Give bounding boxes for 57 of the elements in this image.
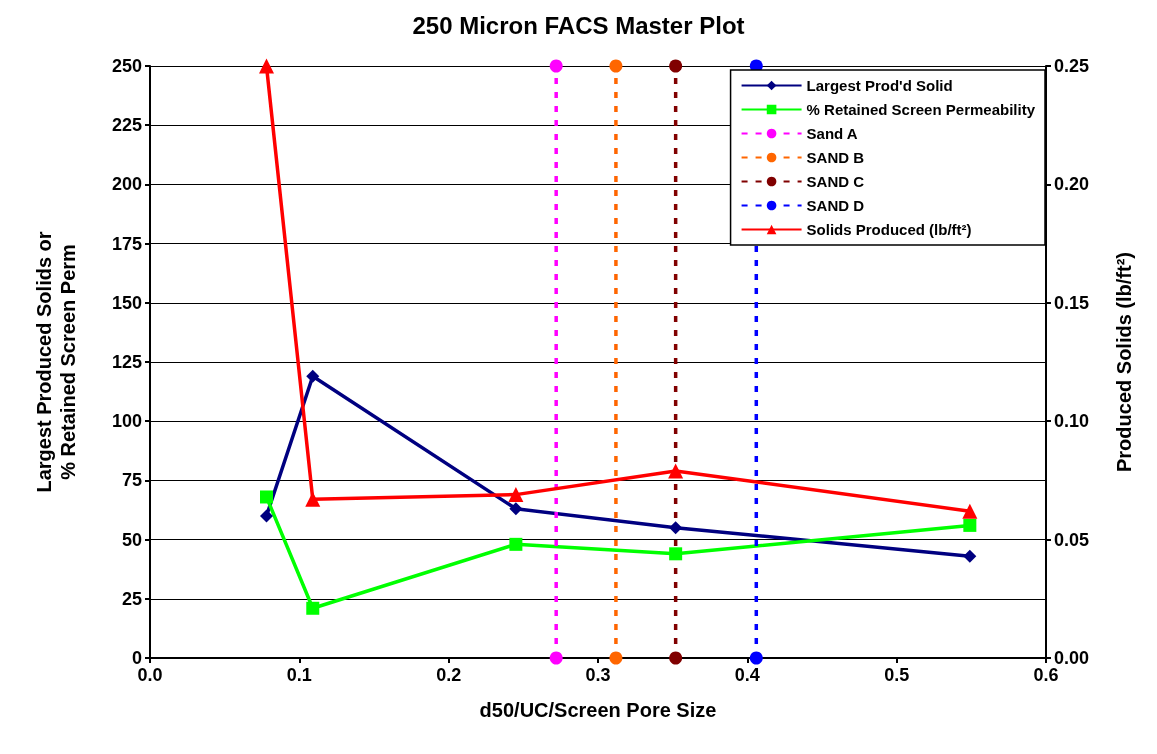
x-tick-label: 0.3	[585, 665, 611, 685]
y-tick-label: 150	[111, 292, 142, 313]
point	[669, 59, 683, 73]
y-tick-label: 25	[121, 588, 142, 609]
point	[509, 502, 523, 516]
y-tick-label: 100	[111, 411, 142, 432]
legend-label: SAND B	[806, 149, 865, 166]
chart-title: 250 Micron FACS Master Plot	[412, 11, 745, 39]
point	[549, 651, 563, 665]
point	[669, 651, 683, 665]
legend-label: Solids Produced (lb/ft²)	[806, 221, 972, 238]
point	[669, 547, 683, 561]
x-tick-label: 0.0	[137, 665, 163, 685]
x-tick-label: 0.5	[884, 665, 910, 685]
point	[609, 59, 623, 73]
legend-label: Sand A	[806, 125, 858, 142]
y2-tick-label: 0.20	[1054, 174, 1090, 195]
y2-axis-title: Produced Solids (lb/ft²)	[1113, 252, 1135, 472]
y2-tick-label: 0.05	[1054, 529, 1090, 550]
point	[306, 601, 320, 615]
point	[962, 503, 978, 519]
point	[305, 491, 321, 507]
point	[509, 537, 523, 551]
x-tick-label: 0.2	[436, 665, 462, 685]
x-tick-label: 0.4	[734, 665, 760, 685]
legend-label: Largest Prod'd Solid	[806, 77, 953, 94]
y2-tick-label: 0.25	[1054, 56, 1090, 76]
y-tick-label: 200	[111, 174, 142, 195]
legend-label: SAND D	[806, 197, 865, 214]
point	[668, 463, 684, 479]
point	[669, 521, 683, 535]
point	[549, 59, 563, 73]
y2-tick-label: 0.10	[1054, 411, 1090, 432]
point	[963, 518, 977, 532]
point	[609, 651, 623, 665]
point	[749, 651, 763, 665]
x-tick-label: 0.6	[1033, 665, 1059, 685]
y-tick-label: 175	[111, 233, 142, 254]
point	[963, 549, 977, 563]
y-tick-label: 75	[121, 470, 142, 491]
y2-tick-label: 0.15	[1054, 292, 1090, 313]
y2-tick-label: 0.00	[1054, 648, 1090, 668]
y-tick-label: 50	[121, 529, 142, 550]
point	[259, 509, 273, 523]
y-axis-title: Largest Produced Solids or % Retained Screen Perm	[33, 231, 79, 493]
x-tick-label: 0.1	[286, 665, 312, 685]
point	[306, 369, 320, 383]
y-tick-label: 250	[111, 56, 142, 76]
point	[259, 490, 273, 504]
y-tick-label: 125	[111, 352, 142, 372]
y-tick-label: 0	[131, 648, 142, 668]
point	[508, 487, 524, 503]
legend-label: SAND C	[806, 173, 865, 190]
y-tick-label: 225	[111, 115, 142, 136]
point	[258, 58, 274, 74]
legend-label: % Retained Screen Permeability	[806, 101, 1036, 118]
x-axis-title: d50/UC/Screen Pore Size	[479, 699, 717, 721]
